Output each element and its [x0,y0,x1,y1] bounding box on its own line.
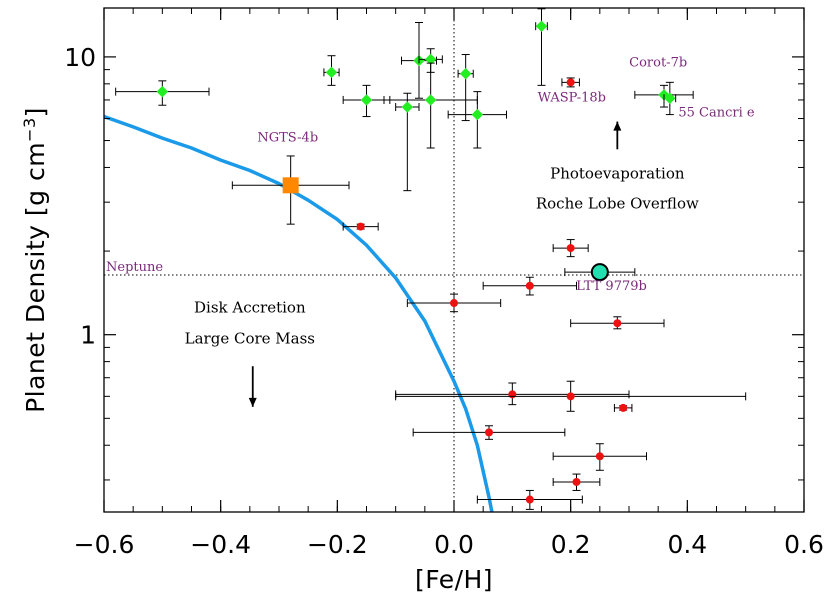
red-point-5 [450,299,458,308]
highlight-ltt-9779b-marker [590,263,609,282]
red-point-2 [356,222,365,231]
y-axis-label-close: ] [21,107,50,117]
green-point-2 [325,66,338,79]
red-point-4 [525,281,534,290]
y-tick-label: 10 [64,43,96,72]
x-tick-label: 0.0 [434,530,474,559]
plot-area: Neptune NGTS-4b WASP-18b Corot-7b 55 Cancri … [104,8,804,512]
red-point-6 [613,319,622,328]
green-point-7 [424,94,437,106]
annotation-wasp: WASP-18b [538,91,606,106]
x-axis-label: [Fe/H] [415,565,493,594]
annotation-disk2: Large Core Mass [185,329,315,347]
red-point-1 [566,78,575,87]
green-point-8 [459,68,472,80]
red-point-8 [566,392,575,401]
annotation-photo2: Roche Lobe Overflow [536,194,699,212]
green-point-4 [401,101,414,113]
green-point-3 [360,94,373,106]
annotation-cancri: 55 Cancri e [678,106,755,121]
model-curve [104,114,494,512]
y-axis-label-exponent: −3 [20,117,39,142]
neptune-label: Neptune [106,260,163,275]
red-point-9 [619,403,628,412]
x-tick-label: 0.2 [551,530,591,559]
red-point-7 [508,390,517,399]
x-tick-label: 0.6 [784,530,824,559]
y-tick-label: 1 [80,321,96,350]
x-tick-label: −0.2 [307,530,368,559]
x-tick-label: −0.6 [74,530,135,559]
green-point-10 [535,20,548,32]
red-point-10 [485,428,493,437]
highlight-ngts-4b-marker [282,177,299,194]
annotation-disk1: Disk Accretion [194,299,306,317]
y-axis-label: Planet Density [g cm−3] [20,107,51,413]
arrow-up [613,121,622,150]
y-axis-label-main: Planet Density [g cm [21,142,50,413]
axes: −0.6 −0.4 −0.2 0.0 0.2 0.4 0.6 1 10 [Fe/H] Planet … [20,7,824,594]
red-point-11 [595,452,604,461]
green-point-9 [471,108,484,121]
annotation-ngts: NGTS-4b [257,131,318,146]
green-point-12 [664,92,676,104]
x-tick-label: −0.4 [190,530,251,559]
green-point-8-errorbar [457,54,474,122]
x-tick-label: 0.4 [667,530,707,559]
red-point-13 [525,495,534,504]
arrow-up-head [613,121,622,131]
green-point-1 [156,85,169,98]
annotation-corot: Corot-7b [629,55,687,70]
red-point-3 [566,244,575,253]
arrow-down [248,366,257,407]
red-point-12 [572,477,581,486]
arrow-down-head [248,397,257,407]
annotation-photo1: Photoevaporation [550,165,685,183]
annotation-ltt: LTT 9779b [576,279,647,294]
green-point-10-errorbar [535,8,548,86]
